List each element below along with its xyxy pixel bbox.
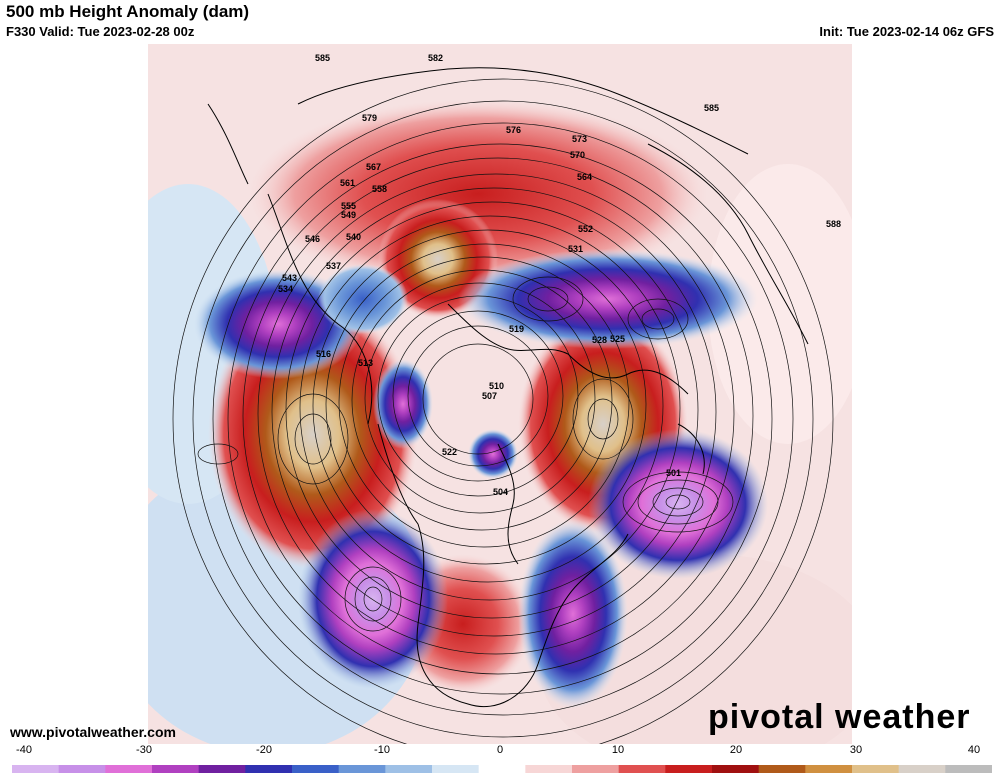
contour-label: 570	[570, 150, 585, 160]
colorbar-tick: 0	[496, 744, 504, 756]
colorbar-tick: -30	[136, 744, 152, 756]
contour-label: 522	[442, 447, 457, 457]
contour-label: 582	[428, 53, 443, 63]
colorbar-swatch	[665, 765, 713, 773]
contour-label: 534	[278, 284, 293, 294]
colorbar-tick: -40	[16, 744, 32, 756]
colorbar-tick: 30	[849, 744, 863, 756]
colorbar-swatch	[525, 765, 573, 773]
contour-label: 504	[493, 487, 508, 497]
contour-label: 588	[826, 219, 841, 229]
colorbar-tick: -20	[256, 744, 272, 756]
colorbar-tick: -10	[374, 744, 390, 756]
colorbar-swatch	[758, 765, 806, 773]
colorbar-swatch	[712, 765, 760, 773]
colorbar-swatch	[338, 765, 386, 773]
colorbar-swatch	[805, 765, 853, 773]
contour-label: 510	[489, 381, 504, 391]
colorbar-swatch	[898, 765, 946, 773]
contour-label: 561	[340, 178, 355, 188]
colorbar-ticks: -40 -30 -20 -10 0 10 20 30 40	[0, 744, 1000, 758]
colorbar-tick: 40	[967, 744, 981, 756]
contour-label: 552	[578, 224, 593, 234]
colorbar-swatch	[432, 765, 480, 773]
contour-label: 519	[509, 324, 524, 334]
contour-label: 546	[305, 234, 320, 244]
contour-label: 501	[666, 468, 681, 478]
colorbar-swatch	[852, 765, 900, 773]
pivotal-weather-logo: pivotal weather	[708, 698, 971, 736]
colorbar-swatch	[385, 765, 433, 773]
coastlines	[207, 67, 809, 708]
colorbar-tick: 20	[729, 744, 743, 756]
contour-label: 585	[704, 103, 719, 113]
colorbar-swatches	[12, 765, 993, 773]
anomaly-map: 585 582 585 588 579 576 573 570 567 564 …	[148, 44, 852, 744]
colorbar-swatch	[152, 765, 200, 773]
contour-label: 540	[346, 232, 361, 242]
map-title: 500 mb Height Anomaly (dam)	[6, 2, 250, 21]
init-time: Init: Tue 2023-02-14 06z GFS	[819, 24, 994, 39]
map-canvas: 585 582 585 588 579 576 573 570 567 564 …	[148, 44, 852, 744]
height-contours	[172, 78, 834, 744]
colorbar-swatch	[198, 765, 246, 773]
contour-label: 531	[568, 244, 583, 254]
contour-label: 555	[341, 201, 356, 211]
contour-label: 528	[592, 335, 607, 345]
contour-label: 513	[358, 358, 373, 368]
colorbar-swatch	[572, 765, 620, 773]
colorbar-swatch	[945, 765, 993, 773]
colorbar-swatch	[618, 765, 666, 773]
contour-label: 525	[610, 334, 625, 344]
contour-label: 537	[326, 261, 341, 271]
contour-label: 558	[372, 184, 387, 194]
contour-label: 585	[315, 53, 330, 63]
anomaly-shading	[148, 44, 852, 744]
colorbar-swatch	[245, 765, 293, 773]
contour-label: 579	[362, 113, 377, 123]
colorbar-swatch	[105, 765, 153, 773]
contour-label: 573	[572, 134, 587, 144]
colorbar-swatch	[12, 765, 60, 773]
contour-labels: 585 582 585 588 579 576 573 570 567 564 …	[278, 53, 841, 497]
colorbar	[12, 760, 993, 773]
valid-time: F330 Valid: Tue 2023-02-28 00z	[6, 24, 195, 39]
contour-label: 507	[482, 391, 497, 401]
contour-label: 567	[366, 162, 381, 172]
contour-label: 543	[282, 273, 297, 283]
contour-label: 576	[506, 125, 521, 135]
colorbar-swatch	[58, 765, 106, 773]
website-url[interactable]: www.pivotalweather.com	[10, 724, 176, 740]
contour-label: 549	[341, 210, 356, 220]
colorbar-swatch	[478, 765, 526, 773]
contour-label: 564	[577, 172, 592, 182]
colorbar-swatch	[292, 765, 340, 773]
contour-label: 516	[316, 349, 331, 359]
colorbar-tick: 10	[611, 744, 625, 756]
